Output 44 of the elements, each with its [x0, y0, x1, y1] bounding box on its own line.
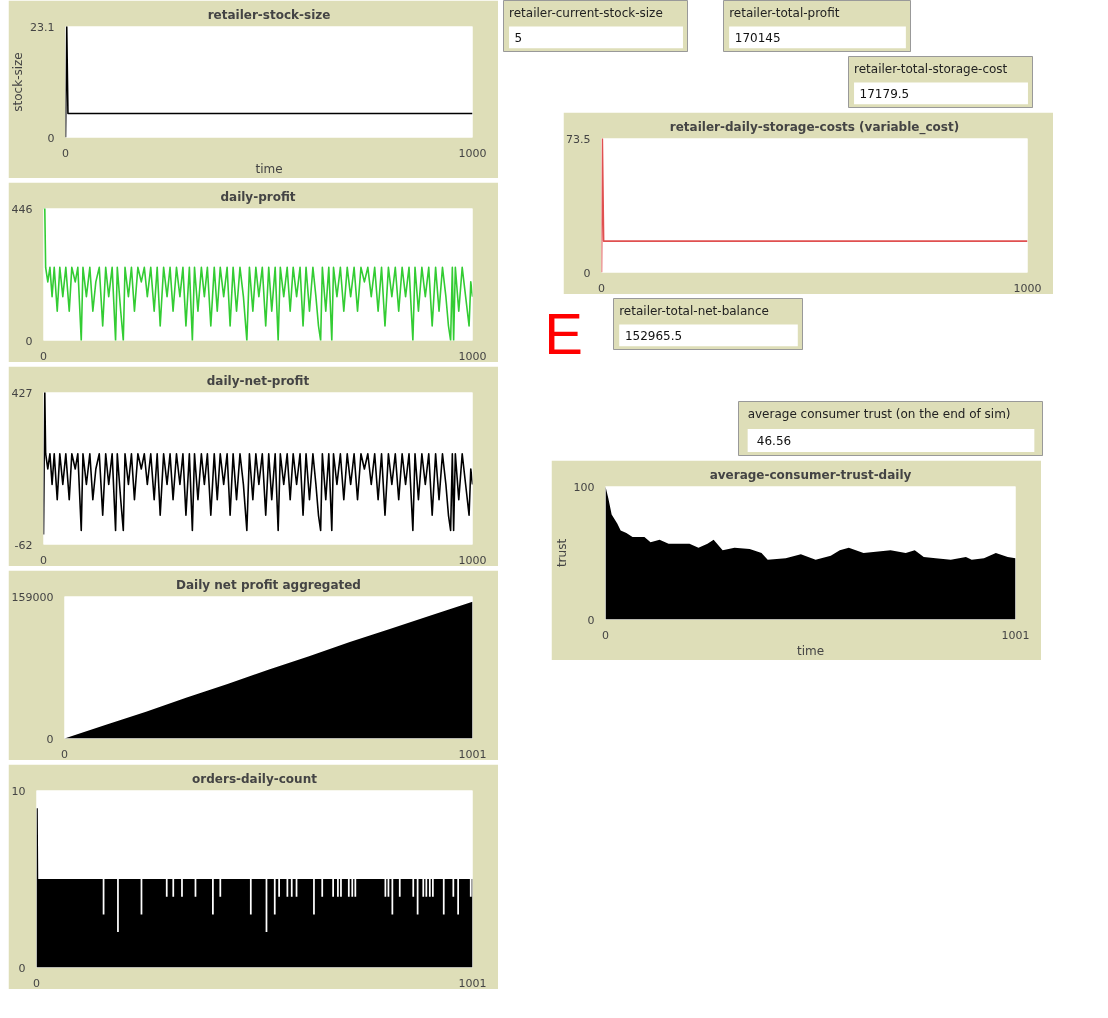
- y-tick-label: 0: [18, 961, 26, 975]
- chart-title: average-consumer-trust-daily: [709, 467, 912, 482]
- y-tick-label: 0: [47, 131, 55, 145]
- y-tick-label: 159000: [11, 590, 54, 604]
- x-tick-label: 1000: [458, 146, 487, 160]
- x-tick-label: 1001: [458, 747, 487, 761]
- y-tick-label: 10: [11, 784, 26, 798]
- y-tick-label: 0: [46, 732, 54, 746]
- text: E: [544, 301, 583, 366]
- line-series: [43, 208, 473, 341]
- y-tick-label: -62: [14, 538, 33, 552]
- chart-title: Daily net profit aggregated: [176, 577, 361, 592]
- x-tick-label: 1001: [458, 976, 487, 990]
- x-tick-label: 1000: [1013, 281, 1042, 295]
- text: 5: [514, 30, 523, 45]
- y-tick-label: 0: [25, 334, 33, 348]
- text: 17179.5: [859, 86, 910, 101]
- x-axis-title: time: [255, 161, 283, 176]
- y-tick-label: 446: [11, 202, 33, 216]
- text: 152965.5: [624, 328, 683, 343]
- y-tick-label: 73.5: [566, 132, 591, 146]
- text: retailer-current-stock-size: [509, 5, 663, 20]
- text: retailer-total-net-balance: [619, 303, 769, 318]
- y-tick-label: 100: [573, 480, 595, 494]
- x-tick-label: 1000: [458, 553, 487, 567]
- text: retailer-total-storage-cost: [854, 61, 1008, 76]
- y-tick-label: 427: [11, 386, 33, 400]
- text: average consumer trust (on the end of sim): [747, 407, 1011, 421]
- y-axis-title: stock-size: [11, 52, 26, 112]
- y-tick-label: 0: [587, 613, 595, 627]
- chart-title: daily-net-profit: [206, 373, 310, 388]
- y-tick-label: 0: [583, 266, 591, 280]
- x-tick-label: 1001: [1001, 628, 1030, 642]
- chart-title: retailer-daily-storage-costs (variable_cost): [669, 119, 960, 135]
- text: 46.56: [756, 434, 792, 449]
- x-axis-title: time: [796, 643, 825, 658]
- y-axis-title: trust: [554, 538, 569, 568]
- chart-title: orders-daily-count: [192, 771, 318, 786]
- y-tick-label: 23.1: [30, 20, 55, 34]
- x-tick-label: 1000: [458, 349, 487, 363]
- chart-title: retailer-stock-size: [207, 7, 331, 22]
- chart-title: daily-profit: [220, 189, 296, 204]
- text: retailer-total-profit: [729, 5, 840, 20]
- text: 170145: [734, 30, 781, 45]
